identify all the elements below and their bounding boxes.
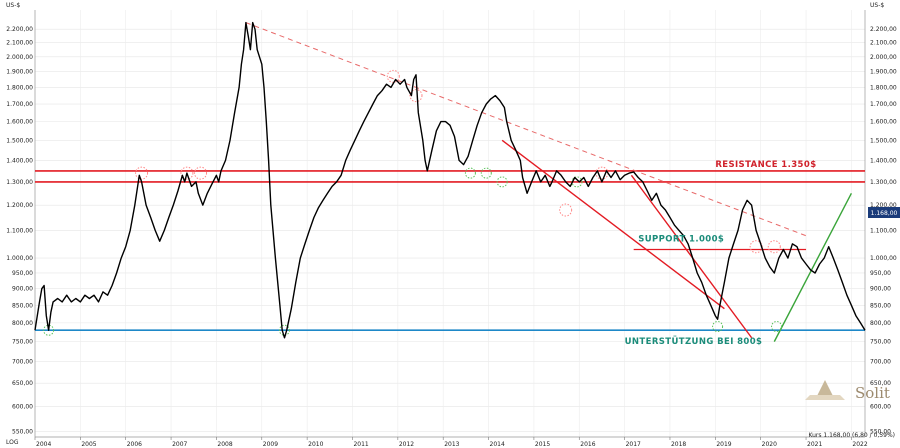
y-tick-label-right: 900,00 [870,286,891,293]
y-tick-label-left: 950,00 [12,270,33,277]
y-tick-label-right: 2.100,00 [870,40,897,47]
trend-line [245,22,807,237]
y-tick-label-left: 2.200,00 [6,26,33,33]
y-tick-label-right: 1.400,00 [870,157,897,164]
y-tick-label-right: 1.000,00 [870,255,897,262]
x-tick-label: 2006 [127,441,142,448]
x-tick-label: 2015 [535,441,550,448]
currency-label-right: US-$ [870,2,884,9]
x-tick-label: 2011 [353,441,368,448]
y-tick-label-left: 1.100,00 [6,227,33,234]
x-tick-label: 2004 [36,441,51,448]
y-tick-label-right: 1.500,00 [870,137,897,144]
annotation-label: UNTERSTÜTZUNG BEI 800$ [625,336,763,347]
y-tick-label-right: 1.700,00 [870,101,897,108]
y-tick-label-right: 2.200,00 [870,26,897,33]
footer-text: Kurs 1.168,00 (6,80 / 0,59%) [808,432,895,439]
y-tick-label-left: 750,00 [12,339,33,346]
x-tick-label: 2021 [807,441,822,448]
x-tick-label: 2017 [626,441,641,448]
annotation-label: RESISTANCE 1.350$ [715,160,816,170]
trend-line [773,192,853,342]
y-tick-label-left: 550,00 [12,429,33,436]
resistance-touch-marker [180,166,194,180]
x-tick-label: 2005 [81,441,96,448]
x-tick-label: 2019 [716,441,731,448]
resistance-touch-marker [409,89,423,103]
price-line [34,21,866,339]
y-tick-label-left: 1.600,00 [6,119,33,126]
y-tick-label-left: 600,00 [12,403,33,410]
annotations: RESISTANCE 1.350$ SUPPORT 1.000$ UNTERSTÜT… [625,160,817,347]
y-tick-label-right: 550,00 [870,429,891,436]
y-tick-label-left: 2.000,00 [6,54,33,61]
y-tick-label-right: 1.800,00 [870,84,897,91]
support-touch-marker [480,167,492,179]
x-tick-label: 2007 [172,441,187,448]
y-tick-label-left: 900,00 [12,286,33,293]
horizontal-lines [35,170,865,332]
y-axis: 550,00 550,00 600,00 600,00 650,00 650,00 700,… [6,26,897,436]
currency-label-left: US-$ [6,2,20,9]
resistance-touch-marker [767,240,781,254]
scale-label: LOG [6,439,19,446]
y-tick-label-left: 1.800,00 [6,84,33,91]
y-tick-label-left: 1.300,00 [6,179,33,186]
y-tick-label-right: 850,00 [870,302,891,309]
x-tick-label: 2016 [580,441,595,448]
resistance-touch-marker [559,203,573,217]
support-touch-marker [712,321,724,333]
annotation-label: SUPPORT 1.000$ [638,235,724,245]
y-tick-label-right: 750,00 [870,339,891,346]
x-tick-label: 2020 [762,441,777,448]
support-touch-marker [43,324,55,336]
y-tick-label-left: 1.700,00 [6,101,33,108]
x-tick-label: 2009 [263,441,278,448]
x-tick-label: 2008 [217,441,232,448]
brand-text: Solit [855,384,890,402]
y-tick-label-right: 800,00 [870,320,891,327]
y-tick-label-left: 1.900,00 [6,69,33,76]
x-tick-label: 2022 [852,441,867,448]
y-tick-label-left: 800,00 [12,320,33,327]
y-tick-label-right: 700,00 [870,359,891,366]
support-touch-marker [278,324,290,336]
y-tick-label-left: 1.400,00 [6,157,33,164]
x-tick-label: 2018 [671,441,686,448]
last-price-label: 1.168,00 [871,210,898,217]
last-price-box [868,207,900,218]
y-tick-label-left: 650,00 [12,380,33,387]
support-touch-marker [771,321,783,333]
x-tick-label: 2014 [490,441,505,448]
y-tick-label-right: 650,00 [870,380,891,387]
y-tick-label-left: 700,00 [12,359,33,366]
x-tick-label: 2013 [444,441,459,448]
y-tick-label-left: 1.200,00 [6,202,33,209]
y-tick-label-right: 1.100,00 [870,227,897,234]
y-tick-label-right: 1.900,00 [870,69,897,76]
y-tick-label-left: 2.100,00 [6,40,33,47]
support-touch-marker [464,167,476,179]
x-tick-label: 2012 [399,441,414,448]
y-tick-label-right: 2.000,00 [870,54,897,61]
x-axis: 2004 2005 2006 2007 2008 2009 2010 2011 2012 2013… [34,437,868,448]
y-tick-label-right: 1.200,00 [870,202,897,209]
y-tick-label-right: 950,00 [870,270,891,277]
resistance-touch-marker [194,166,208,180]
y-tick-label-left: 1.000,00 [6,255,33,262]
y-tick-label-right: 1.300,00 [870,179,897,186]
resistance-touch-marker [135,166,149,180]
support-touch-marker [496,176,508,188]
solit-logo: Solit [805,380,890,402]
price-series [34,21,866,339]
trend-line [501,139,725,310]
y-tick-label-left: 850,00 [12,302,33,309]
x-tick-label: 2010 [308,441,323,448]
y-tick-label-right: 1.600,00 [870,119,897,126]
y-tick-label-right: 600,00 [870,403,891,410]
y-tick-label-left: 1.500,00 [6,137,33,144]
